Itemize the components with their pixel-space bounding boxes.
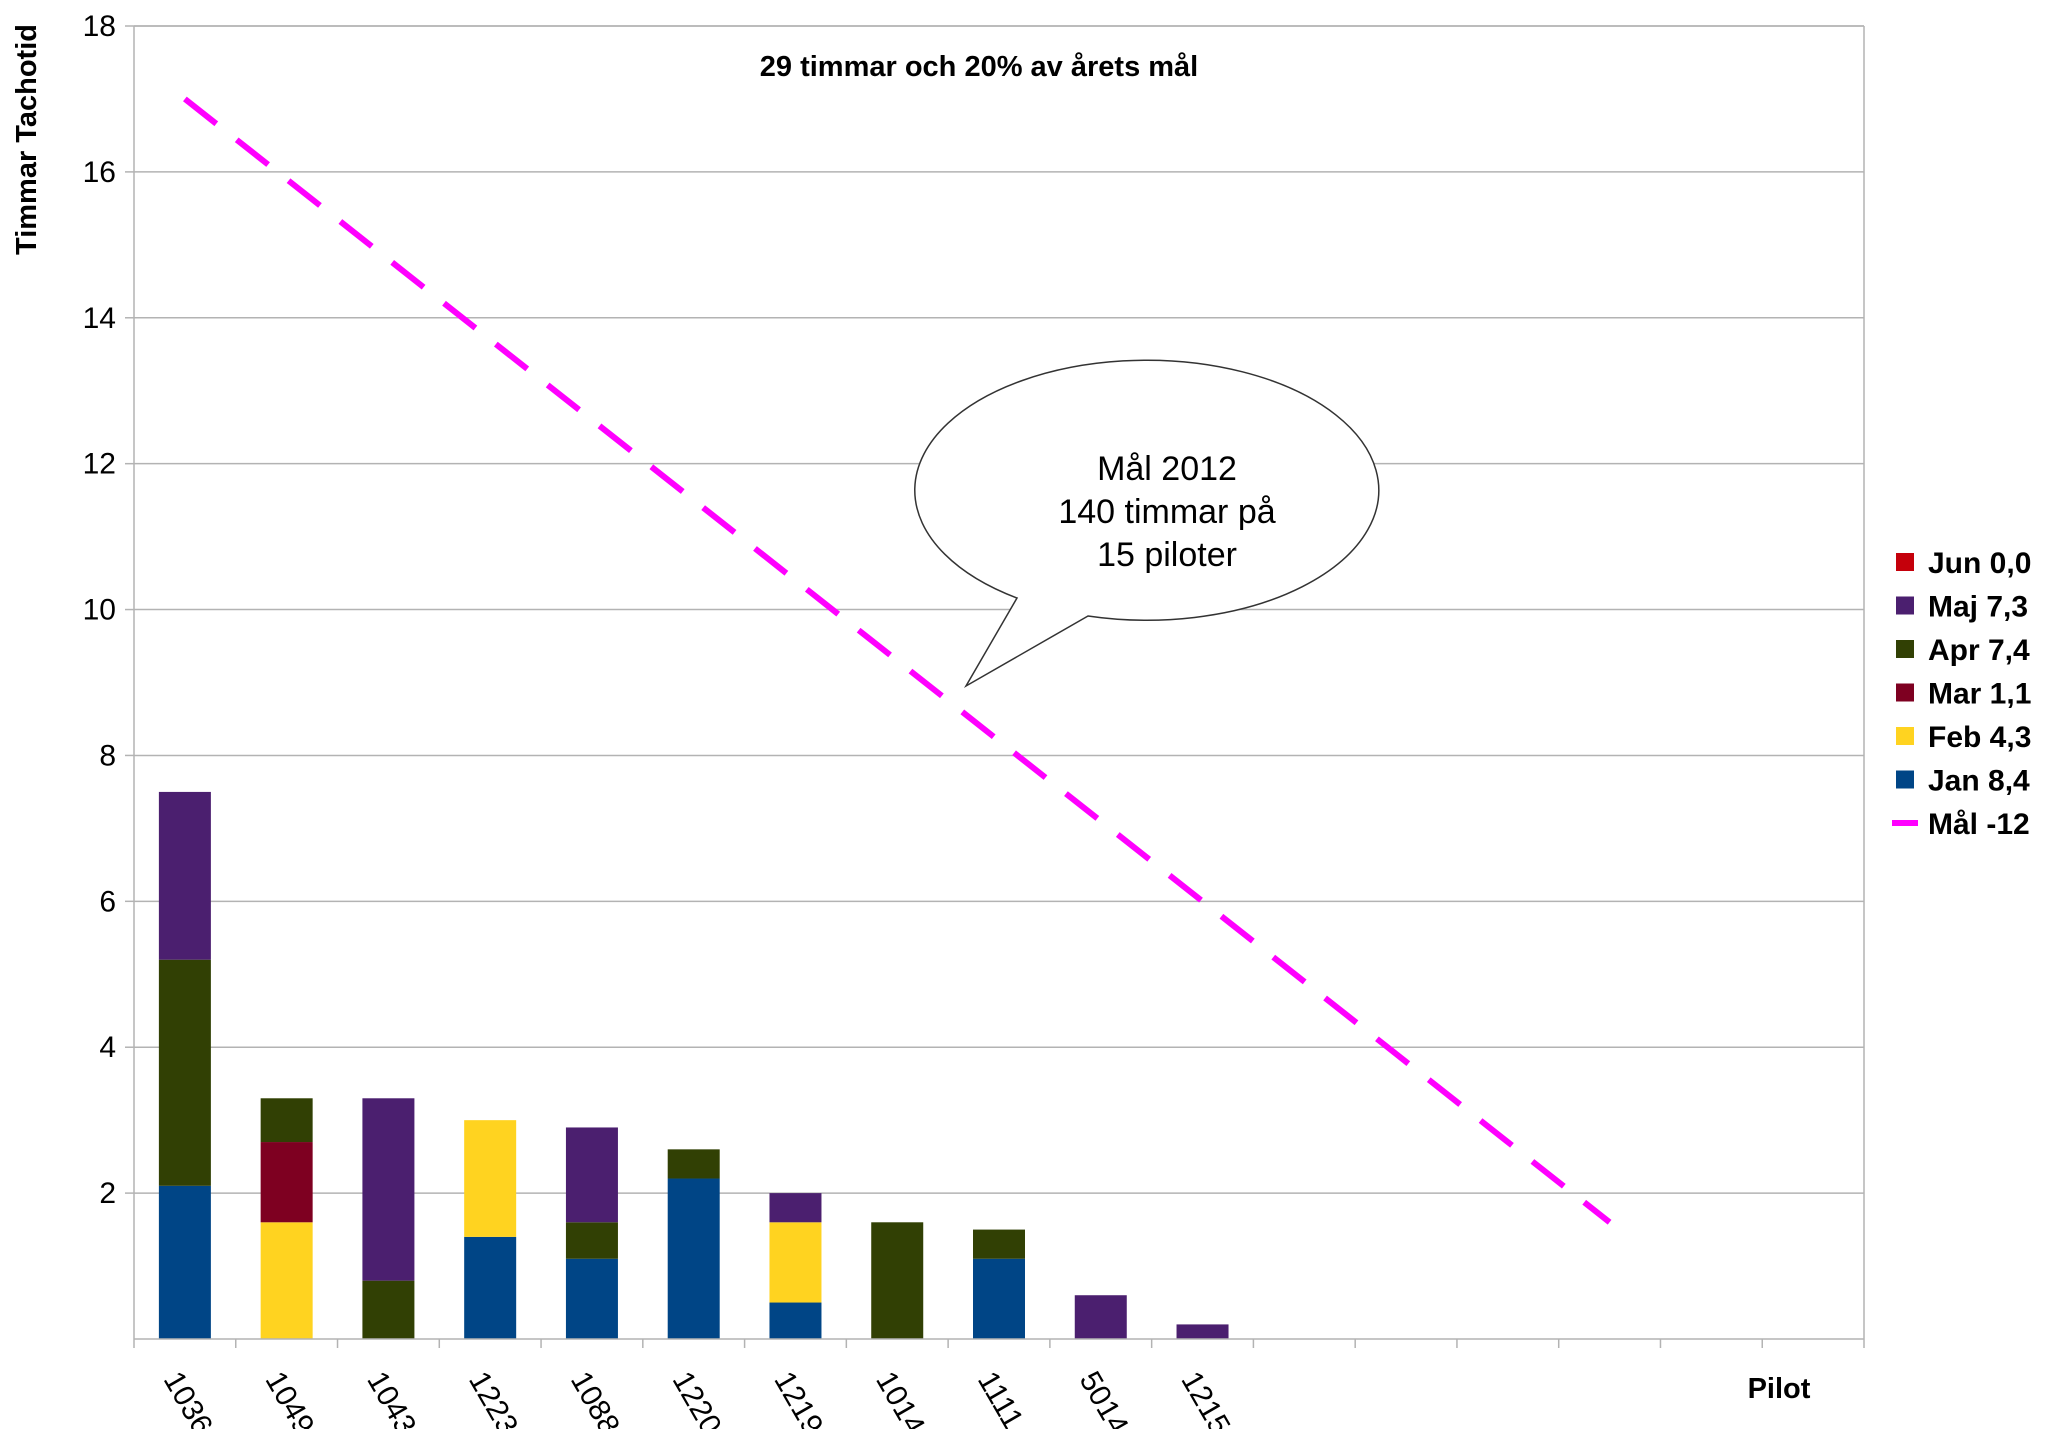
legend-swatch bbox=[1896, 640, 1914, 658]
legend-label: Mar 1,1 bbox=[1928, 678, 2031, 711]
y-tick-label: 2 bbox=[99, 1177, 116, 1210]
bar-segment bbox=[667, 1149, 720, 1179]
axes bbox=[133, 25, 1865, 1348]
legend-swatch bbox=[1896, 553, 1914, 571]
callout-bubble bbox=[914, 359, 1380, 689]
x-tick-label: 1215 bbox=[1174, 1366, 1236, 1429]
y-tick-label: 10 bbox=[83, 594, 116, 627]
x-tick-label: 1220 bbox=[666, 1366, 728, 1429]
bar-segment bbox=[871, 1222, 924, 1339]
callout-line-2: 140 timmar på bbox=[1058, 493, 1275, 531]
x-tick-label: 5014 bbox=[1073, 1366, 1135, 1429]
y-tick-label: 16 bbox=[83, 156, 116, 189]
legend-label: Maj 7,3 bbox=[1928, 591, 2028, 624]
x-tick-label: 1219 bbox=[767, 1366, 829, 1429]
bar-segment bbox=[973, 1258, 1025, 1339]
callout-line-3: 15 piloter bbox=[1097, 536, 1237, 574]
bar-segment bbox=[260, 1142, 313, 1223]
x-tick-label: 1111 bbox=[971, 1366, 1030, 1429]
legend-swatch bbox=[1896, 596, 1914, 615]
y-tick-label: 14 bbox=[83, 302, 116, 335]
y-tick-label: 8 bbox=[99, 739, 116, 772]
bar-segment bbox=[565, 1258, 618, 1339]
legend-swatch bbox=[1896, 683, 1914, 702]
callout-line-1: Mål 2012 bbox=[1097, 450, 1237, 488]
legend-swatch bbox=[1896, 727, 1914, 745]
legend-label: Jan 8,4 bbox=[1928, 765, 2030, 798]
bar-segment bbox=[362, 1098, 415, 1281]
y-tick-labels: 2 4 6 8 10 12 14 16 18 bbox=[83, 10, 116, 1210]
bars bbox=[158, 791, 1229, 1339]
bar-segment bbox=[260, 1098, 313, 1143]
bar-segment bbox=[769, 1222, 822, 1303]
legend-label: Mål -12 bbox=[1928, 808, 2030, 841]
chart-subtitle: 29 timmar och 20% av årets mål bbox=[760, 51, 1198, 83]
x-tick-label: 1043 bbox=[360, 1366, 422, 1429]
callout: Mål 2012 140 timmar på 15 piloter bbox=[914, 359, 1380, 689]
x-tick-label: 1088 bbox=[564, 1366, 626, 1429]
bar-segment bbox=[769, 1193, 822, 1223]
bar-segment bbox=[1074, 1295, 1127, 1339]
legend-label: Jun 0,0 bbox=[1928, 547, 2031, 580]
legend-label: Apr 7,4 bbox=[1928, 634, 2030, 667]
gridlines bbox=[125, 25, 1864, 1194]
x-tick-label: 1014 bbox=[869, 1366, 931, 1429]
y-axis-label: Timmar Tachotid bbox=[11, 24, 43, 255]
bar-segment bbox=[158, 791, 211, 960]
bar-segment bbox=[464, 1236, 517, 1339]
legend: Jun 0,0 Maj 7,3 Apr 7,4 Mar 1,1 Feb 4,3 Jan 8… bbox=[1892, 547, 2031, 841]
legend-label: Feb 4,3 bbox=[1928, 721, 2031, 754]
bar-segment bbox=[158, 1185, 211, 1339]
bar-segment bbox=[973, 1229, 1025, 1259]
x-axis-label: Pilot bbox=[1748, 1373, 1811, 1405]
y-tick-label: 18 bbox=[83, 10, 116, 43]
x-tick-labels: 1036 1049 1043 1223 1088 1220 1219 1014 1111 5014… bbox=[157, 1366, 1237, 1429]
goal-line-path bbox=[183, 96, 1612, 1225]
y-tick-label: 12 bbox=[83, 448, 116, 481]
bar-segment bbox=[1176, 1324, 1229, 1339]
goal-line bbox=[183, 96, 1612, 1225]
bar-segment bbox=[769, 1302, 822, 1339]
bar-segment bbox=[565, 1127, 618, 1223]
bar-segment bbox=[464, 1120, 517, 1237]
bar-segment bbox=[565, 1222, 618, 1259]
x-tick-label: 1049 bbox=[259, 1366, 321, 1429]
bar-segment bbox=[362, 1280, 415, 1339]
x-tick-label: 1223 bbox=[462, 1366, 524, 1429]
x-tick-label: 1036 bbox=[157, 1366, 219, 1429]
y-tick-label: 6 bbox=[99, 885, 116, 918]
bar-segment bbox=[260, 1222, 313, 1339]
y-tick-label: 4 bbox=[99, 1031, 116, 1064]
legend-swatch bbox=[1896, 770, 1914, 789]
bar-segment bbox=[158, 959, 211, 1186]
bar-segment bbox=[667, 1178, 720, 1339]
